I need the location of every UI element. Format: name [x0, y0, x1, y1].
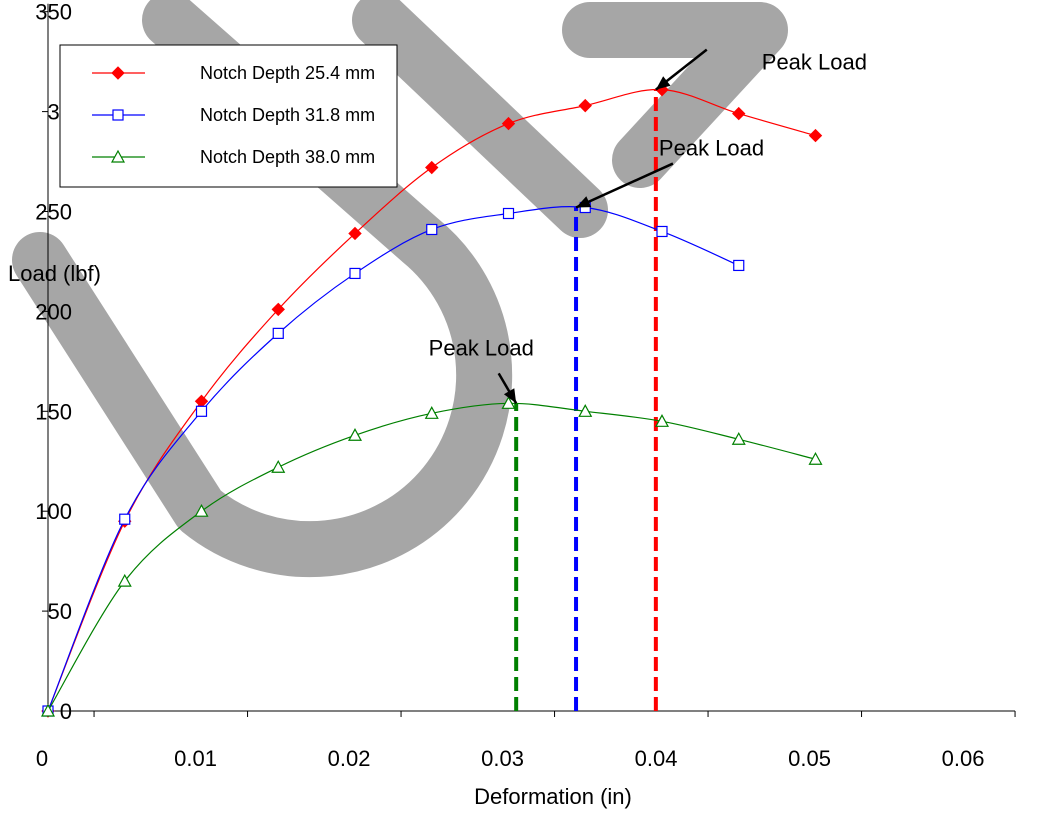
- legend-label: Notch Depth 38.0 mm: [200, 147, 375, 167]
- x-tick-label: 0.01: [174, 746, 217, 771]
- data-point: [425, 160, 439, 175]
- peak-load-annotation: Peak Load: [762, 50, 867, 75]
- legend-label: Notch Depth 25.4 mm: [200, 63, 375, 83]
- x-tick-label: 0.04: [635, 746, 678, 771]
- x-tick-label: 0.06: [942, 746, 985, 771]
- data-point: [501, 396, 516, 409]
- data-point: [194, 503, 209, 517]
- data-point: [349, 267, 361, 280]
- data-point: [578, 404, 593, 417]
- data-point: [348, 226, 362, 241]
- legend-marker: [112, 109, 124, 121]
- annotation-arrowhead: [503, 388, 517, 404]
- data-point: [272, 327, 284, 339]
- y-tick-label: 350: [35, 0, 72, 25]
- data-point: [656, 225, 668, 238]
- y-tick-label: 150: [35, 399, 72, 424]
- annotation-arrowhead: [576, 196, 592, 208]
- peak-load-annotation: Peak Load: [659, 136, 764, 161]
- data-point: [808, 451, 823, 465]
- data-point: [731, 432, 746, 445]
- data-point: [578, 98, 592, 113]
- data-point: [271, 302, 285, 317]
- x-tick-label: 0.02: [328, 746, 371, 771]
- data-point: [426, 223, 438, 236]
- watermark: [12, 0, 788, 578]
- legend-label: Notch Depth 31.8 mm: [200, 105, 375, 125]
- data-point: [40, 703, 56, 717]
- data-point: [195, 405, 208, 417]
- y-tick-label: 50: [48, 599, 72, 624]
- data-point: [654, 414, 670, 427]
- data-point: [119, 513, 131, 525]
- data-point: [117, 573, 132, 587]
- data-point: [732, 106, 746, 121]
- legend: Notch Depth 25.4 mm Notch Depth 31.8 mm No…: [59, 44, 398, 188]
- data-point: [733, 259, 745, 272]
- data-point: [808, 128, 823, 143]
- data-point: [502, 207, 515, 220]
- y-axis-title: Load (lbf): [8, 261, 101, 286]
- data-point: [271, 459, 286, 473]
- data-point: [424, 406, 439, 419]
- y-tick-label: 250: [35, 200, 72, 225]
- y-tick-label: 100: [35, 499, 72, 524]
- y-tick-label: 200: [35, 299, 72, 324]
- y-tick-label: 0: [60, 699, 72, 724]
- x-tick-label: 0: [36, 746, 48, 771]
- x-tick-label: 0.03: [481, 746, 524, 771]
- x-tick-label: 0.05: [788, 746, 831, 771]
- annotation-arrow-shaft: [575, 162, 674, 209]
- peak-load-annotation: Peak Load: [429, 335, 534, 360]
- annotation-arrowhead: [655, 76, 671, 90]
- plot-area: 0 0.01 0.02 0.03 0.04 0.05 0.06 0 50 100 150 200 250…: [8, 0, 1016, 809]
- x-axis-title: Deformation (in): [474, 784, 632, 809]
- legend-marker: [111, 66, 125, 80]
- series-line-3: [47, 402, 816, 712]
- legend-marker: [110, 149, 126, 163]
- data-point: [501, 116, 516, 131]
- data-point: [347, 428, 363, 441]
